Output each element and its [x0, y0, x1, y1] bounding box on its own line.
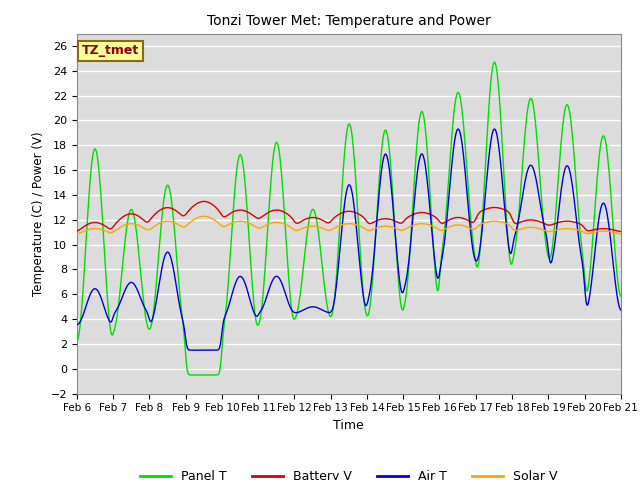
Panel T: [139, 289, 147, 295]
Y-axis label: Temperature (C) / Power (V): Temperature (C) / Power (V): [32, 132, 45, 296]
Title: Tonzi Tower Met: Temperature and Power: Tonzi Tower Met: Temperature and Power: [207, 14, 491, 28]
Line: Panel T: Panel T: [77, 62, 621, 375]
Panel T: [83, 229, 90, 235]
Panel T: [195, 372, 202, 378]
Line: Air T: Air T: [77, 129, 621, 350]
Solar V: [223, 222, 231, 228]
Air T: [223, 307, 231, 313]
Panel T: [431, 272, 439, 278]
Battery V: [83, 222, 90, 228]
X-axis label: Time: Time: [333, 419, 364, 432]
Solar V: [73, 231, 81, 237]
Solar V: [416, 221, 424, 227]
Battery V: [431, 214, 439, 220]
Solar V: [617, 231, 625, 237]
Panel T: [416, 116, 424, 121]
Air T: [431, 264, 439, 269]
Air T: [188, 347, 196, 353]
Air T: [195, 347, 202, 353]
Panel T: [188, 372, 196, 378]
Air T: [83, 301, 90, 307]
Battery V: [416, 210, 424, 216]
Battery V: [223, 213, 231, 218]
Battery V: [617, 228, 625, 234]
Air T: [73, 322, 81, 328]
Text: TZ_tmet: TZ_tmet: [82, 44, 140, 58]
Line: Battery V: Battery V: [77, 202, 621, 231]
Line: Solar V: Solar V: [77, 216, 621, 234]
Solar V: [194, 215, 202, 220]
Battery V: [200, 199, 208, 204]
Legend: Panel T, Battery V, Air T, Solar V: Panel T, Battery V, Air T, Solar V: [135, 465, 563, 480]
Battery V: [194, 200, 202, 206]
Panel T: [491, 59, 499, 65]
Panel T: [73, 339, 81, 345]
Air T: [617, 307, 625, 313]
Solar V: [139, 225, 147, 230]
Air T: [139, 300, 147, 306]
Battery V: [73, 228, 81, 234]
Solar V: [83, 227, 90, 233]
Panel T: [223, 291, 231, 297]
Panel T: [617, 293, 625, 299]
Solar V: [431, 225, 439, 230]
Air T: [454, 126, 462, 132]
Battery V: [139, 216, 147, 222]
Air T: [416, 156, 424, 162]
Solar V: [200, 214, 208, 219]
